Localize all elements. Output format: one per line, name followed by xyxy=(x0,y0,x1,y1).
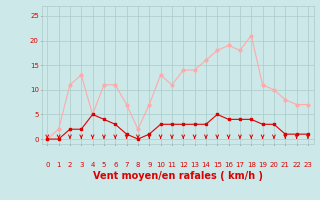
X-axis label: Vent moyen/en rafales ( km/h ): Vent moyen/en rafales ( km/h ) xyxy=(92,171,263,181)
